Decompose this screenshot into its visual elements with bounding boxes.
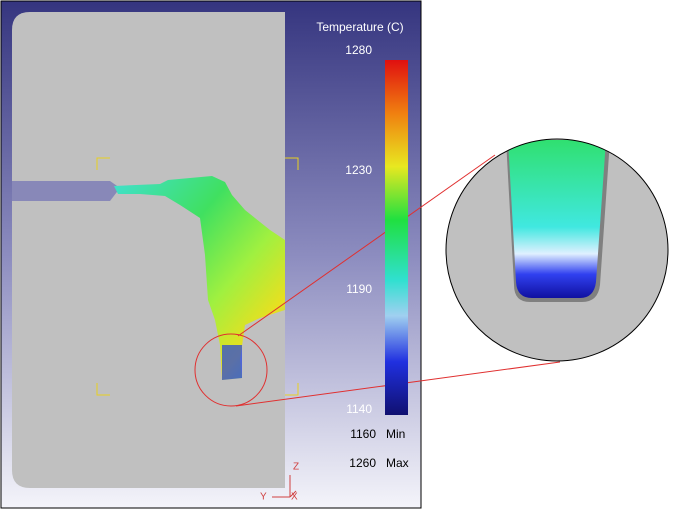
axis-x: X	[291, 492, 298, 503]
zoom-marker	[194, 333, 268, 407]
runner	[12, 181, 120, 201]
max-value: 1260	[349, 456, 376, 470]
legend-tick: 1230	[345, 163, 372, 177]
view-brackets	[96, 157, 299, 396]
zoom-line	[237, 154, 496, 337]
zoom-circle	[445, 138, 669, 362]
casting	[114, 176, 285, 380]
legend-tick: 1140	[346, 402, 372, 416]
max-label: Max	[386, 456, 409, 470]
axis-triad	[272, 475, 297, 498]
legend-title: Temperature (C)	[316, 20, 403, 34]
min-value: 1160	[350, 427, 376, 441]
legend-tick: 1190	[346, 282, 372, 296]
legend-tick: 1280	[345, 43, 372, 57]
min-label: Min	[386, 427, 405, 441]
mold	[12, 12, 285, 488]
axis-y: Y	[260, 492, 267, 503]
casting-tip	[222, 345, 242, 380]
axis-z: Z	[293, 462, 299, 473]
color-bar	[385, 60, 408, 415]
zoom-view	[446, 139, 668, 361]
